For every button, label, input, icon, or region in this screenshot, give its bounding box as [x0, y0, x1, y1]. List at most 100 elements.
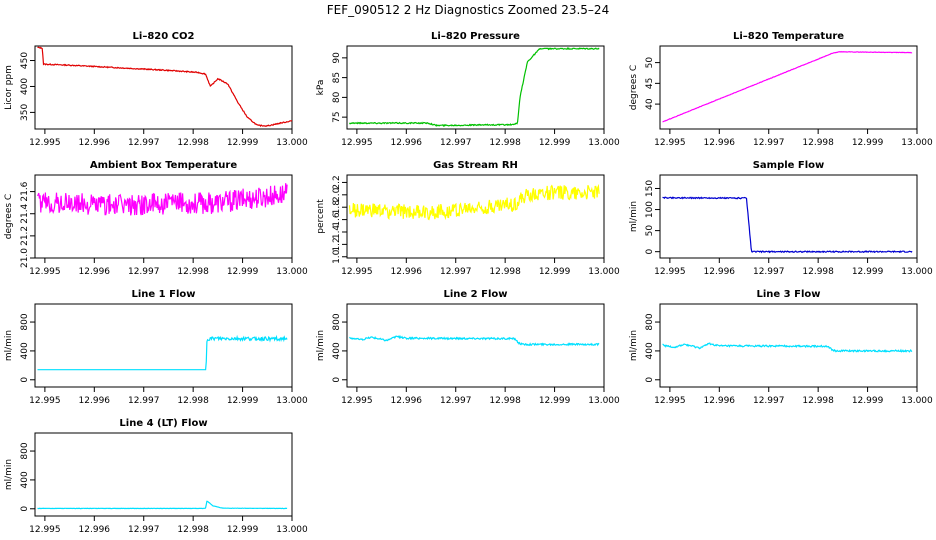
y-axis-label: ml/min	[4, 459, 14, 490]
x-tick-label: 12.995	[654, 396, 686, 406]
y-axis-label: ml/min	[629, 201, 639, 232]
x-tick-label: 12.999	[227, 138, 259, 148]
y-axis-label: ml/min	[629, 330, 639, 361]
x-tick-label: 12.995	[654, 138, 686, 148]
x-tick-label: 12.998	[489, 267, 521, 277]
y-tick-label: 85	[332, 72, 342, 83]
y-tick-label: 90	[332, 52, 342, 64]
data-series-line	[37, 46, 293, 127]
x-tick-label: 12.997	[128, 525, 160, 535]
x-tick-label: 12.997	[753, 267, 785, 277]
y-axis-label: Licor ppm	[4, 65, 14, 110]
panel-title: Line 1 Flow	[132, 289, 196, 300]
y-axis-label: ml/min	[4, 330, 14, 361]
y-tick-label: 0	[332, 377, 342, 383]
x-tick-label: 12.998	[802, 138, 834, 148]
x-tick-label: 13.000	[276, 396, 308, 406]
x-tick-label: 12.995	[29, 138, 61, 148]
x-tick-label: 13.000	[588, 267, 620, 277]
y-axis-label: degrees C	[629, 65, 639, 110]
x-tick-label: 12.999	[539, 267, 571, 277]
chart-panel: Li–820 CO2 12.995 12.996 12.997 12.998 12.999…	[4, 31, 308, 148]
y-tick-label: 800	[20, 313, 30, 330]
x-tick-label: 12.998	[802, 396, 834, 406]
x-tick-label: 12.999	[539, 396, 571, 406]
y-tick-label: 400	[20, 471, 30, 488]
x-tick-label: 12.999	[227, 267, 259, 277]
y-tick-label: 45	[645, 78, 655, 89]
y-tick-label: 80	[332, 91, 342, 103]
x-tick-label: 13.000	[276, 267, 308, 277]
data-series-line	[37, 334, 288, 371]
panel-title: Sample Flow	[753, 160, 825, 171]
chart-panel: Line 1 Flow 12.995 12.996 12.997 12.998 12.99…	[4, 289, 308, 406]
y-tick-label: 1.8	[332, 200, 342, 215]
y-tick-label: 400	[645, 342, 655, 359]
y-tick-label: 150	[645, 180, 655, 197]
x-tick-label: 13.000	[276, 138, 308, 148]
x-tick-label: 12.998	[177, 138, 209, 148]
y-tick-label: 1.2	[332, 237, 342, 251]
plot-frame	[659, 303, 918, 388]
y-axis-label: kPa	[316, 80, 326, 96]
y-tick-label: 1.6	[332, 212, 342, 227]
x-tick-label: 12.996	[79, 525, 111, 535]
y-tick-label: 1.0	[332, 249, 342, 264]
x-tick-label: 12.996	[391, 138, 423, 148]
figure-title: FEF_090512 2 Hz Diagnostics Zoomed 23.5–…	[327, 3, 609, 17]
data-series-line	[662, 50, 913, 123]
panel-title: Line 3 Flow	[757, 289, 821, 300]
y-tick-label: 350	[20, 104, 30, 121]
y-axis-label: percent	[316, 199, 326, 234]
data-series-line	[349, 334, 600, 347]
y-tick-label: 0	[20, 377, 30, 383]
chart-panel: Ambient Box Temperature 12.995 12.996 12.99…	[4, 160, 308, 277]
plot-frame	[346, 45, 605, 130]
x-tick-label: 12.995	[29, 396, 61, 406]
panel-title: Li–820 CO2	[133, 31, 195, 42]
x-tick-label: 12.995	[341, 396, 373, 406]
chart-panel: Line 2 Flow 12.995 12.996 12.997 12.998 12.99…	[316, 289, 620, 406]
y-tick-label: 400	[332, 342, 342, 359]
x-tick-label: 12.997	[753, 138, 785, 148]
data-series-line	[36, 183, 288, 216]
y-tick-label: 400	[20, 342, 30, 359]
data-series-line	[349, 47, 600, 127]
y-tick-label: 50	[645, 225, 655, 237]
plot-frame	[346, 303, 605, 388]
x-tick-label: 12.996	[79, 138, 111, 148]
panel-title: Li–820 Pressure	[431, 31, 520, 42]
x-tick-label: 12.995	[29, 267, 61, 277]
x-tick-label: 12.996	[391, 267, 423, 277]
panel-title: Line 4 (LT) Flow	[119, 418, 207, 429]
y-tick-label: 40	[645, 98, 655, 110]
x-tick-label: 12.998	[177, 267, 209, 277]
panel-title: Gas Stream RH	[433, 160, 518, 171]
y-tick-label: 0	[645, 249, 655, 255]
x-tick-label: 12.998	[802, 267, 834, 277]
y-tick-label: 0	[645, 377, 655, 383]
x-tick-label: 12.996	[79, 267, 111, 277]
data-series-line	[662, 196, 913, 254]
chart-panel: Sample Flow 12.995 12.996 12.997 12.998 12.99…	[629, 160, 933, 277]
x-tick-label: 12.997	[440, 267, 472, 277]
x-tick-label: 12.996	[704, 138, 736, 148]
x-tick-label: 12.998	[177, 396, 209, 406]
x-tick-label: 12.998	[489, 396, 521, 406]
chart-panel: Line 4 (LT) Flow 12.995 12.996 12.997 12.998…	[4, 418, 308, 535]
x-tick-label: 12.999	[852, 138, 884, 148]
chart-panel: Li–820 Temperature 12.995 12.996 12.997 12.9…	[629, 31, 933, 148]
x-tick-label: 12.999	[227, 525, 259, 535]
x-tick-label: 12.996	[704, 267, 736, 277]
x-tick-label: 12.995	[29, 525, 61, 535]
x-tick-label: 12.995	[654, 267, 686, 277]
x-tick-label: 12.999	[539, 138, 571, 148]
plot-frame	[34, 303, 293, 388]
plot-frame	[34, 432, 293, 517]
x-tick-label: 13.000	[901, 396, 933, 406]
y-tick-label: 400	[20, 78, 30, 95]
x-tick-label: 12.995	[341, 138, 373, 148]
y-tick-label: 21.2	[20, 226, 30, 246]
plot-frame	[34, 174, 293, 259]
